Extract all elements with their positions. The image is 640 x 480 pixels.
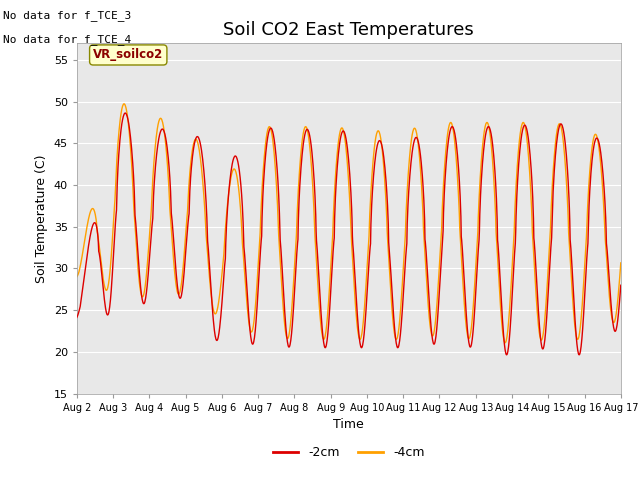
Text: No data for f_TCE_4: No data for f_TCE_4 xyxy=(3,34,131,45)
Text: No data for f_TCE_3: No data for f_TCE_3 xyxy=(3,10,131,21)
X-axis label: Time: Time xyxy=(333,418,364,431)
Y-axis label: Soil Temperature (C): Soil Temperature (C) xyxy=(35,154,48,283)
Text: VR_soilco2: VR_soilco2 xyxy=(93,48,163,61)
Legend: -2cm, -4cm: -2cm, -4cm xyxy=(268,442,429,465)
Title: Soil CO2 East Temperatures: Soil CO2 East Temperatures xyxy=(223,21,474,39)
